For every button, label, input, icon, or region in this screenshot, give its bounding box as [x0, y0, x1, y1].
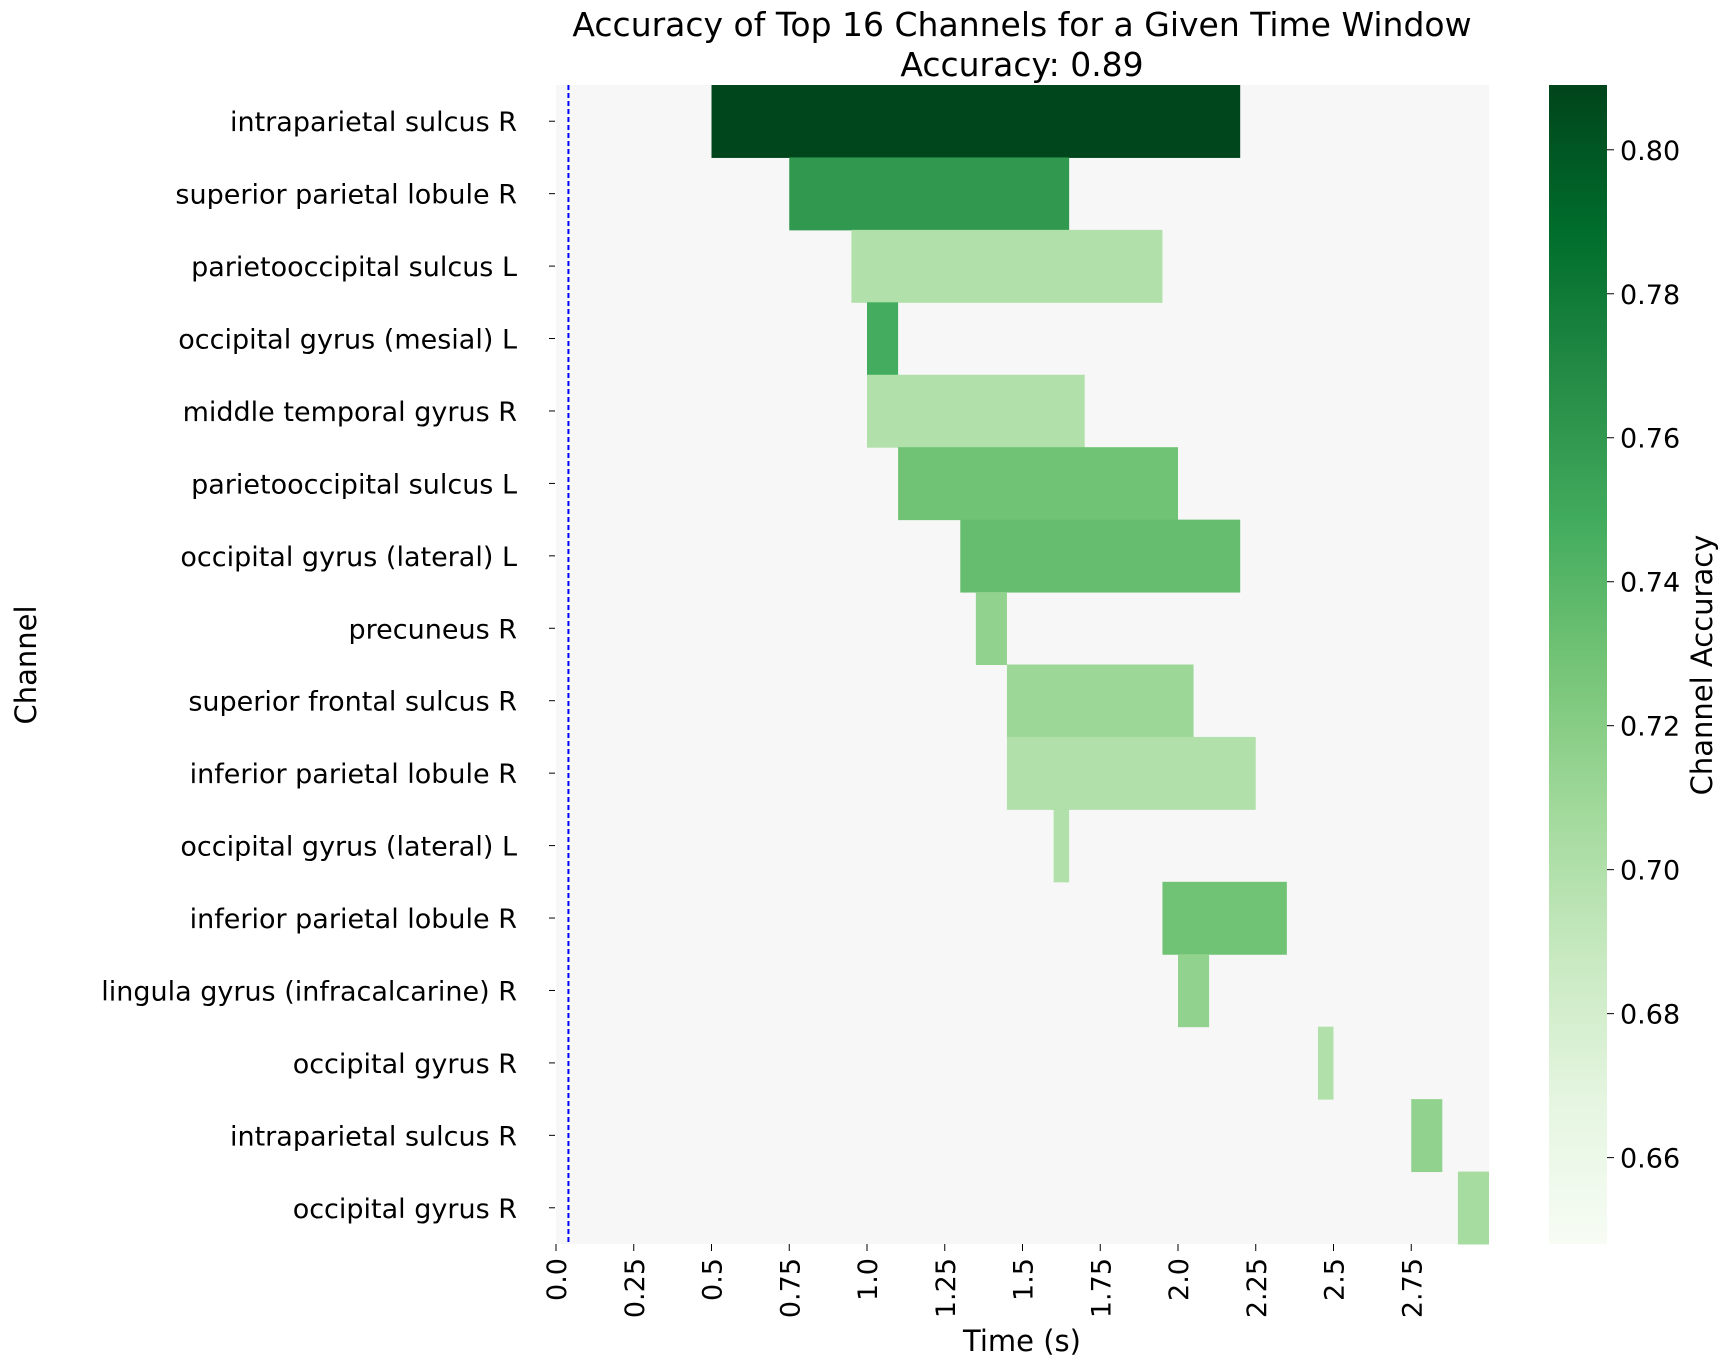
y-tick-label: parietooccipital sulcus L: [191, 469, 517, 500]
y-tick-label: intraparietal sulcus R: [230, 107, 517, 138]
colorbar: [1549, 85, 1607, 1244]
colorbar-ticks: 0.66 0.68 0.70 0.72 0.74 0.76 0.78 0.80: [1607, 136, 1680, 1175]
x-tick-label: 2.5: [1320, 1258, 1351, 1301]
colorbar-tick-label: 0.70: [1620, 856, 1680, 887]
heatmap-cell: [1411, 1099, 1443, 1173]
colorbar-tick-label: 0.74: [1620, 568, 1680, 599]
colorbar-tick-label: 0.80: [1620, 136, 1680, 167]
x-tick-label: 1.0: [853, 1258, 884, 1301]
heatmap-cells: [711, 85, 1489, 1245]
x-tick-label: 2.0: [1164, 1258, 1195, 1301]
heatmap-cell: [1162, 881, 1287, 955]
x-tick-label: 0.5: [698, 1258, 729, 1301]
y-tick-label: occipital gyrus (mesial) L: [178, 325, 517, 356]
y-tick-label: occipital gyrus (lateral) L: [180, 542, 517, 573]
y-axis: intraparietal sulcus R superior parietal …: [101, 107, 555, 1225]
colorbar-tick-label: 0.78: [1620, 280, 1680, 311]
colorbar-tick-label: 0.72: [1620, 712, 1680, 743]
x-tick-label: 2.75: [1397, 1258, 1428, 1318]
heatmap-cell: [975, 592, 1007, 665]
heatmap-cell: [1178, 954, 1210, 1028]
chart-title: Accuracy of Top 16 Channels for a Given …: [572, 5, 1471, 44]
heatmap-cell: [867, 302, 899, 376]
heatmap-cell: [851, 229, 1163, 303]
heatmap-cell: [898, 447, 1178, 521]
heatmap-cell: [1006, 664, 1194, 738]
y-tick-label: occipital gyrus R: [293, 1194, 517, 1225]
x-tick-label: 0.0: [542, 1258, 573, 1301]
heatmap-cell: [960, 519, 1241, 593]
y-tick-label: intraparietal sulcus R: [230, 1121, 517, 1152]
y-tick-label: precuneus R: [349, 614, 517, 645]
colorbar-tick-label: 0.66: [1620, 1144, 1680, 1175]
y-tick-label: superior frontal sulcus R: [188, 687, 517, 718]
y-tick-label: lingula gyrus (infracalcarine) R: [101, 976, 517, 1007]
y-tick-label: inferior parietal lobule R: [190, 759, 517, 790]
y-tick-label: occipital gyrus R: [293, 1049, 517, 1080]
x-tick-label: 0.75: [775, 1258, 806, 1318]
heatmap-cell: [1006, 736, 1256, 810]
heatmap-cell: [1317, 1026, 1334, 1100]
y-axis-label: Channel: [9, 605, 43, 724]
x-axis: 0.0 0.25 0.5 0.75 1.0 1.25 1.5 1.75 2.0 2.25 2.5 2.…: [542, 1244, 1428, 1318]
colorbar-label: Channel Accuracy: [1685, 535, 1719, 796]
colorbar-tick-label: 0.76: [1620, 424, 1680, 455]
x-tick-label: 0.25: [620, 1258, 651, 1318]
heatmap-cell: [1457, 1171, 1489, 1245]
heatmap-cell: [867, 374, 1085, 448]
y-tick-label: superior parietal lobule R: [175, 180, 517, 211]
x-tick-label: 1.5: [1009, 1258, 1040, 1301]
y-tick-label: middle temporal gyrus R: [183, 397, 517, 428]
x-axis-label: Time (s): [962, 1324, 1081, 1358]
heatmap-cell: [1053, 809, 1070, 883]
x-tick-label: 2.25: [1242, 1258, 1273, 1318]
x-tick-label: 1.75: [1086, 1258, 1117, 1318]
heatmap-cell: [789, 157, 1070, 231]
y-tick-label: occipital gyrus (lateral) L: [180, 832, 517, 863]
colorbar-tick-label: 0.68: [1620, 1000, 1680, 1031]
heatmap-cell: [711, 85, 1241, 158]
chart-subtitle: Accuracy: 0.89: [900, 45, 1143, 84]
x-tick-label: 1.25: [931, 1258, 962, 1318]
y-tick-label: inferior parietal lobule R: [190, 904, 517, 935]
y-tick-label: parietooccipital sulcus L: [191, 252, 517, 283]
